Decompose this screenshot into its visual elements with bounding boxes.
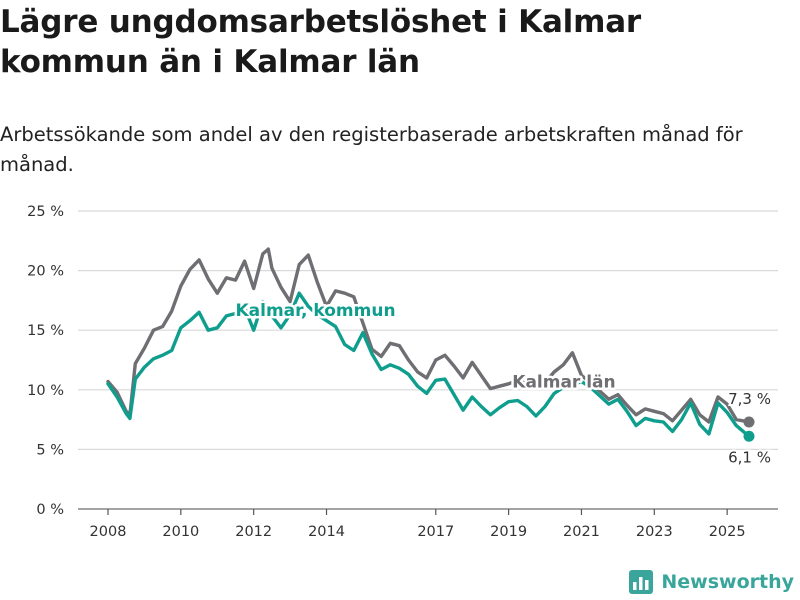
x-tick-label: 2023 bbox=[636, 524, 673, 540]
y-tick-label: 0 % bbox=[36, 502, 64, 518]
series-label-lan: Kalmar län bbox=[512, 372, 615, 392]
x-tick-label: 2021 bbox=[563, 524, 600, 540]
chart-title: Lägre ungdomsarbetslöshet i Kalmar kommu… bbox=[0, 4, 642, 80]
end-point-kommun bbox=[743, 430, 755, 442]
brand-name: Newsworthy bbox=[661, 571, 794, 593]
gridlines bbox=[78, 210, 778, 510]
brand-logo[interactable]: Newsworthy bbox=[629, 570, 794, 594]
y-tick-label: 20 % bbox=[27, 264, 64, 280]
series-line-kommun bbox=[106, 291, 751, 438]
chart-subtitle: Arbetssökande som andel av den registerb… bbox=[0, 123, 743, 176]
y-tick-label: 5 % bbox=[36, 442, 64, 458]
series-line-lan bbox=[106, 247, 751, 424]
end-point-lan bbox=[743, 416, 755, 428]
series-label-kommun: Kalmar, kommun bbox=[235, 301, 395, 321]
x-tick-label: 2008 bbox=[90, 524, 127, 540]
series-lines bbox=[106, 247, 751, 438]
x-tick-label: 2019 bbox=[490, 524, 527, 540]
series-labels: Kalmar län Kalmar, kommun 7,3 % 6,1 % bbox=[233, 298, 773, 468]
end-value-label-kommun: 6,1 % bbox=[728, 448, 771, 466]
end-value-label-lan: 7,3 % bbox=[728, 390, 771, 408]
y-tick-label: 10 % bbox=[27, 383, 64, 399]
bar-chart-logo-icon bbox=[629, 570, 654, 594]
y-tick-label: 25 % bbox=[27, 204, 64, 220]
x-tick-label: 2010 bbox=[162, 524, 199, 540]
y-tick-label: 15 % bbox=[27, 323, 64, 339]
x-tick-label: 2014 bbox=[308, 524, 345, 540]
x-tick-label: 2025 bbox=[709, 524, 746, 540]
x-tick-label: 2012 bbox=[235, 524, 272, 540]
x-tick-label: 2017 bbox=[417, 524, 454, 540]
axes: 0 % 5 % 10 % 15 % 20 % 25 % 2008 2010 2012 2014 20… bbox=[27, 204, 778, 540]
